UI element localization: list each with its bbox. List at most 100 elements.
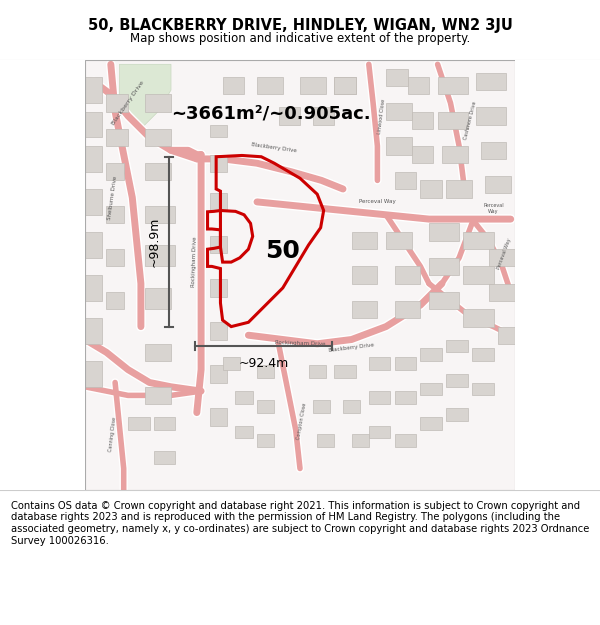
Polygon shape (223, 357, 240, 369)
Text: Map shows position and indicative extent of the property.: Map shows position and indicative extent… (130, 32, 470, 45)
Polygon shape (395, 172, 416, 189)
Polygon shape (343, 400, 360, 412)
Polygon shape (407, 78, 429, 94)
Text: ~92.4m: ~92.4m (238, 357, 289, 370)
Polygon shape (334, 78, 356, 94)
Text: Canning Close: Canning Close (109, 416, 118, 452)
Polygon shape (145, 344, 171, 361)
Polygon shape (210, 236, 227, 254)
Polygon shape (145, 129, 171, 146)
Text: Contains OS data © Crown copyright and database right 2021. This information is : Contains OS data © Crown copyright and d… (11, 501, 589, 546)
Polygon shape (481, 142, 506, 159)
Polygon shape (395, 391, 416, 404)
Text: Rockingham Drive: Rockingham Drive (191, 237, 197, 288)
Text: ~98.9m: ~98.9m (147, 216, 160, 267)
Polygon shape (446, 339, 468, 352)
Polygon shape (85, 78, 102, 103)
Polygon shape (313, 107, 334, 124)
Polygon shape (421, 348, 442, 361)
Polygon shape (85, 275, 102, 301)
Polygon shape (210, 124, 227, 138)
Polygon shape (154, 417, 175, 430)
Polygon shape (472, 382, 493, 396)
Polygon shape (352, 266, 377, 284)
Polygon shape (463, 309, 493, 327)
Polygon shape (412, 112, 433, 129)
Polygon shape (429, 292, 459, 309)
Polygon shape (145, 288, 171, 309)
Polygon shape (313, 400, 330, 412)
Polygon shape (334, 78, 356, 94)
Polygon shape (210, 279, 227, 296)
Text: Compton Close: Compton Close (296, 402, 308, 440)
Polygon shape (106, 163, 124, 181)
Text: Perceval Way: Perceval Way (359, 199, 396, 204)
Polygon shape (386, 103, 412, 120)
Polygon shape (421, 382, 442, 396)
Polygon shape (85, 232, 102, 258)
Polygon shape (257, 365, 274, 378)
Polygon shape (210, 193, 227, 211)
Text: Cashmore Drive: Cashmore Drive (463, 101, 477, 140)
Polygon shape (154, 451, 175, 464)
Polygon shape (308, 365, 326, 378)
Polygon shape (369, 391, 390, 404)
Polygon shape (334, 365, 356, 378)
Polygon shape (145, 387, 171, 404)
Polygon shape (463, 232, 493, 249)
Polygon shape (257, 434, 274, 447)
Polygon shape (145, 163, 171, 181)
Polygon shape (106, 249, 124, 266)
Polygon shape (463, 266, 493, 284)
Polygon shape (442, 146, 468, 163)
Polygon shape (235, 391, 253, 404)
Polygon shape (300, 78, 326, 94)
Text: Blackberry Drive: Blackberry Drive (111, 80, 145, 126)
Polygon shape (85, 112, 102, 138)
Polygon shape (437, 112, 468, 129)
Polygon shape (223, 78, 244, 94)
Polygon shape (386, 138, 412, 154)
Polygon shape (421, 181, 442, 198)
Polygon shape (85, 189, 102, 215)
Polygon shape (119, 64, 171, 129)
Polygon shape (85, 146, 102, 172)
Polygon shape (352, 301, 377, 318)
Polygon shape (446, 374, 468, 387)
Polygon shape (369, 426, 390, 438)
Polygon shape (412, 146, 433, 163)
Polygon shape (489, 249, 515, 266)
Polygon shape (106, 292, 124, 309)
Text: Linwood Close: Linwood Close (377, 98, 386, 134)
Polygon shape (257, 78, 283, 94)
Polygon shape (210, 322, 227, 339)
Polygon shape (485, 176, 511, 193)
Text: 50, BLACKBERRY DRIVE, HINDLEY, WIGAN, WN2 3JU: 50, BLACKBERRY DRIVE, HINDLEY, WIGAN, WN… (88, 18, 512, 33)
Polygon shape (429, 223, 459, 241)
Polygon shape (489, 284, 515, 301)
Polygon shape (498, 327, 515, 344)
Polygon shape (128, 417, 149, 430)
Polygon shape (395, 357, 416, 369)
Polygon shape (145, 94, 171, 112)
Text: Perceval
Way: Perceval Way (483, 203, 504, 214)
Polygon shape (395, 301, 421, 318)
Text: Blackberry Drive: Blackberry Drive (251, 142, 297, 154)
Polygon shape (386, 232, 412, 249)
Polygon shape (352, 434, 369, 447)
Polygon shape (210, 408, 227, 426)
Polygon shape (395, 434, 416, 447)
Text: Rockingham Drive: Rockingham Drive (275, 341, 325, 347)
Text: Perceval Way: Perceval Way (496, 238, 512, 269)
Polygon shape (210, 365, 227, 382)
Polygon shape (145, 206, 175, 223)
Polygon shape (446, 408, 468, 421)
Polygon shape (437, 78, 468, 94)
Polygon shape (317, 434, 334, 447)
Polygon shape (429, 258, 459, 275)
Text: Blackberry Drive: Blackberry Drive (329, 343, 374, 353)
Polygon shape (278, 107, 300, 124)
Polygon shape (352, 232, 377, 249)
Text: Shelburne Drive: Shelburne Drive (107, 176, 119, 220)
Polygon shape (106, 129, 128, 146)
